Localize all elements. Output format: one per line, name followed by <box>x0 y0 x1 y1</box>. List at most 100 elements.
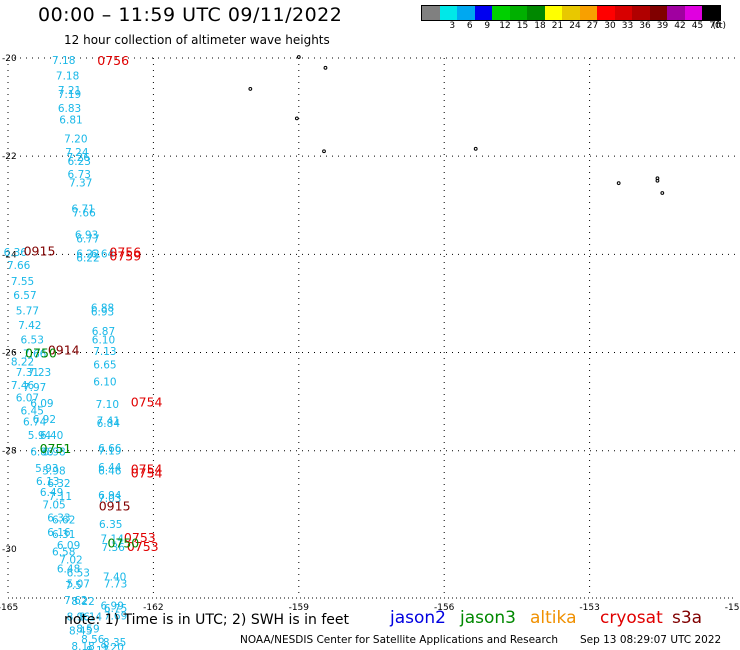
legend-swatch <box>702 6 720 20</box>
wave-height-label: 7.11 <box>49 491 72 503</box>
wave-height-label: 8.22 <box>11 356 34 368</box>
satellite-altika: altika <box>530 608 577 628</box>
legend-swatch <box>684 6 702 20</box>
wave-height-label: 6.98 <box>42 447 65 459</box>
wave-height-label: 6.16 <box>47 527 71 539</box>
legend-label: 3 <box>449 21 456 31</box>
legend-swatch <box>632 6 650 20</box>
pass-time-label: 0754 <box>131 465 163 480</box>
island-marker <box>294 116 299 121</box>
wave-height-label: 6.46 <box>98 465 122 477</box>
island-marker <box>323 65 328 70</box>
wave-height-label: 5.98 <box>42 465 65 477</box>
wave-height-label: 7.14 <box>101 534 125 546</box>
wave-height-label: 7.03 <box>98 493 121 505</box>
lon-tick-label: -153 <box>579 603 599 613</box>
wave-height-label: 7.18 <box>52 55 75 67</box>
wave-height-label: 5.77 <box>16 305 39 317</box>
legend-swatch <box>667 6 685 20</box>
wave-height-label: 7.5 <box>65 580 82 592</box>
wave-height-label: 6.93 <box>91 306 114 318</box>
legend-swatch <box>597 6 615 20</box>
wave-height-label: 6.75 <box>104 603 127 615</box>
pass-time-label: 0753 <box>124 530 156 545</box>
wave-height-label: 8.56 <box>81 634 105 646</box>
wave-height-label: 7.97 <box>23 382 46 394</box>
wave-height-label: 6.40 <box>40 430 63 442</box>
wave-height-label: 6.92 <box>33 414 56 426</box>
wave-height-label: 8.45 <box>69 625 92 637</box>
legend-swatch <box>544 6 562 20</box>
lon-tick-label: -150 <box>725 603 740 613</box>
wave-height-label: 6.49 <box>40 487 63 499</box>
wave-height-label: 5.07 <box>67 578 90 590</box>
lon-tick-label: -162 <box>143 603 163 613</box>
pass-time-label: 0756 <box>109 244 141 259</box>
lon-tick-label: -159 <box>289 603 310 613</box>
wave-height-label: 7.19 <box>98 446 121 458</box>
legend-label: 36 <box>639 21 651 31</box>
wave-height-label: 8.59 <box>76 623 99 635</box>
wave-height-label: 7.66 <box>23 349 47 361</box>
pass-time-label: 0754 <box>131 395 163 410</box>
map-subtitle: 12 hour collection of altimeter wave hei… <box>64 33 330 47</box>
legend-label: 24 <box>569 21 581 31</box>
wave-height-label: 8.35 <box>103 637 126 649</box>
satellite-jason3: jason3 <box>460 608 516 628</box>
island-marker <box>322 149 326 154</box>
lat-tick-label: -28 <box>2 447 17 457</box>
legend-label: 12 <box>499 21 511 31</box>
legend-swatch <box>457 6 475 20</box>
legend-label: 6 <box>466 21 473 31</box>
wave-height-label: 7.31 <box>16 367 39 379</box>
satellite-s3a: s3a <box>672 608 703 628</box>
pass-time-label: 0750 <box>107 536 139 551</box>
wave-height-label: 7.62 <box>64 595 87 607</box>
wave-height-label: 7.73 <box>104 578 127 590</box>
footnote: note: 1) Time is in UTC; 2) SWH is in fe… <box>64 612 350 628</box>
wave-height-label: 6.88 <box>30 447 53 459</box>
wave-height-label: 7.66 <box>72 208 96 220</box>
legend-label: 15 <box>516 21 529 31</box>
wave-height-label: 5.93 <box>35 463 58 475</box>
legend-swatch <box>562 6 580 20</box>
wave-height-label: 7.69 <box>104 611 127 623</box>
pass-time-label: 0754 <box>131 461 163 476</box>
wave-height-label: 7.21 <box>58 85 81 97</box>
wave-height-label: 6.09 <box>57 540 80 552</box>
legend-swatch <box>527 6 545 20</box>
wave-height-label: 7.23 <box>28 367 51 379</box>
lat-tick-label: -26 <box>2 349 17 359</box>
wave-height-label: 8.14 <box>79 612 103 624</box>
wave-height-label: 7.20 <box>64 134 87 146</box>
wave-height-label: 7.05 <box>42 500 65 512</box>
legend-label: 21 <box>551 21 564 31</box>
wave-height-label: 6.57 <box>13 290 36 302</box>
island-marker <box>296 55 301 59</box>
wave-height-label: 6.71 <box>71 204 94 216</box>
wave-height-label: 6.93 <box>75 230 98 242</box>
wave-height-label: 6.10 <box>92 334 115 346</box>
wave-height-label: 6.23 <box>68 156 91 168</box>
wave-height-label: 7.37 <box>69 178 92 190</box>
wave-height-label: 7.24 <box>65 147 89 159</box>
legend-label: 42 <box>674 21 686 31</box>
lon-tick-label: -165 <box>0 603 18 613</box>
pass-time-label: 0759 <box>109 248 141 263</box>
wave-height-label: 9.20 <box>101 642 124 650</box>
wave-height-label: 6.45 <box>21 405 44 417</box>
pass-time-label: 0753 <box>127 539 159 554</box>
wave-height-label: 6.53 <box>67 567 90 579</box>
wave-height-label: 6.31 <box>52 529 75 541</box>
wave-height-label: 6.87 <box>92 326 115 338</box>
generated-timestamp: Sep 13 08:29:07 UTC 2022 <box>580 634 722 646</box>
legend-swatch <box>422 6 440 20</box>
island-marker <box>660 191 665 195</box>
island-marker <box>616 181 621 186</box>
pass-time-label: 0756 <box>97 53 129 68</box>
wave-height-label: 6.09 <box>30 398 53 410</box>
wave-height-label: 6.58 <box>52 546 75 558</box>
wave-height-label: 6.77 <box>76 234 99 246</box>
wave-height-label: 6.07 <box>16 393 39 405</box>
wave-height-label: 6.83 <box>58 103 81 115</box>
